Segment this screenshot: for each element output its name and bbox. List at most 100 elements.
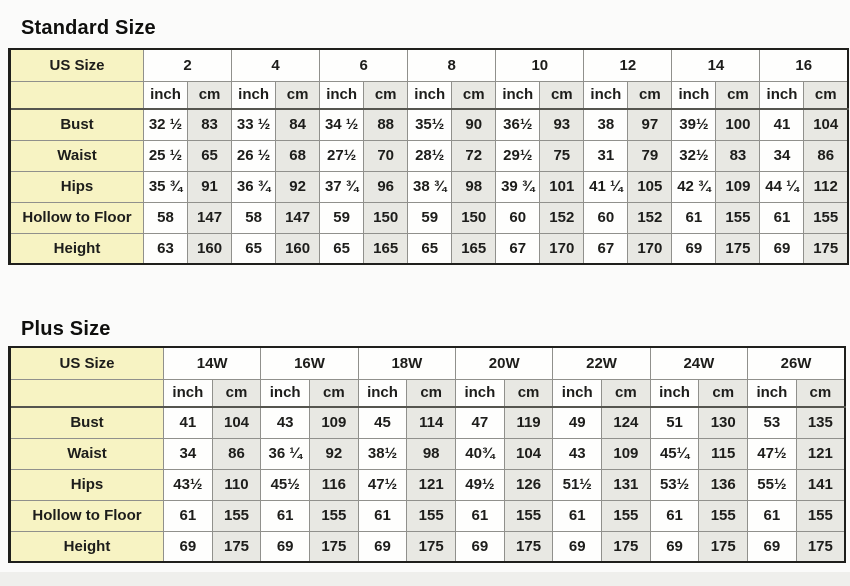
cm-value-cell: 175 — [309, 530, 359, 563]
corner-empty-cell — [9, 378, 164, 408]
size-column-header: 2 — [142, 48, 233, 82]
measurement-row: Height 63 160 65 160 65 165 65 165 67 170 67 170 69 17… — [9, 232, 849, 265]
cm-header: cm — [363, 80, 409, 110]
row-label: Waist — [9, 437, 164, 470]
inch-value-cell: 69 — [759, 232, 805, 265]
cm-header: cm — [715, 80, 761, 110]
cm-value-cell: 116 — [309, 468, 359, 501]
cm-value-cell: 109 — [601, 437, 651, 470]
cm-value-cell: 110 — [211, 468, 262, 501]
cm-value-cell: 170 — [539, 232, 585, 265]
inch-value-cell: 69 — [163, 530, 213, 563]
cm-value-cell: 121 — [795, 437, 846, 470]
inch-value-cell: 36 ¾ — [231, 170, 277, 203]
size-column-header: 16W — [260, 346, 359, 380]
row-label: Hollow to Floor — [9, 201, 144, 234]
cm-value-cell: 165 — [363, 232, 409, 265]
cm-value-cell: 155 — [698, 499, 749, 532]
row-label: Height — [9, 232, 144, 265]
cm-header: cm — [795, 378, 846, 408]
inch-header: inch — [649, 378, 700, 408]
inch-value-cell: 32½ — [671, 139, 717, 172]
inch-value-cell: 43 — [552, 437, 603, 470]
cm-value-cell: 155 — [309, 499, 359, 532]
inch-value-cell: 61 — [649, 499, 700, 532]
inch-header: inch — [319, 80, 365, 110]
inch-value-cell: 67 — [495, 232, 541, 265]
cm-value-cell: 91 — [187, 170, 233, 203]
inch-value-cell: 38 ¾ — [407, 170, 453, 203]
cm-value-cell: 150 — [363, 201, 409, 234]
measurement-row: Height 69 175 69 175 69 175 69 175 69 175 69 175 69 17… — [9, 530, 846, 563]
cm-value-cell: 131 — [601, 468, 651, 501]
cm-value-cell: 83 — [187, 108, 233, 141]
cm-header: cm — [187, 80, 233, 110]
cm-value-cell: 101 — [539, 170, 585, 203]
inch-value-cell: 59 — [407, 201, 453, 234]
cm-value-cell: 175 — [715, 232, 761, 265]
cm-value-cell: 155 — [601, 499, 651, 532]
row-label: Waist — [9, 139, 144, 172]
row-label: Bust — [9, 108, 144, 141]
inch-value-cell: 40¾ — [455, 437, 505, 470]
cm-value-cell: 90 — [451, 108, 497, 141]
inch-header: inch — [495, 80, 541, 110]
inch-value-cell: 59 — [319, 201, 365, 234]
cm-value-cell: 175 — [698, 530, 749, 563]
size-column-header: 24W — [649, 346, 749, 380]
unit-header-row: inch cm inch cm inch cm inch cm inch cm inch cm inch… — [9, 378, 846, 408]
size-column-header: 12 — [583, 48, 673, 82]
cm-value-cell: 160 — [275, 232, 321, 265]
measurement-row: Waist 34 86 36 ¼ 92 38½ 98 40¾ 104 43 109 45¼ 115 47½… — [9, 437, 846, 470]
cm-value-cell: 65 — [187, 139, 233, 172]
inch-value-cell: 45½ — [260, 468, 311, 501]
cm-value-cell: 175 — [503, 530, 554, 563]
inch-value-cell: 60 — [583, 201, 629, 234]
inch-value-cell: 69 — [357, 530, 408, 563]
plus-size-title: Plus Size — [21, 318, 111, 340]
inch-value-cell: 37 ¾ — [319, 170, 365, 203]
cm-value-cell: 112 — [803, 170, 849, 203]
inch-value-cell: 55½ — [747, 468, 797, 501]
inch-value-cell: 43 — [260, 406, 311, 439]
cm-value-cell: 84 — [275, 108, 321, 141]
inch-value-cell: 29½ — [495, 139, 541, 172]
cm-header: cm — [539, 80, 585, 110]
inch-value-cell: 26 ½ — [231, 139, 277, 172]
inch-value-cell: 69 — [747, 530, 797, 563]
plus-size-table: US Size 14W 16W 18W 20W 22W 24W 26W inch cm inch cm… — [8, 346, 846, 563]
inch-value-cell: 69 — [649, 530, 700, 563]
size-header-row: US Size 14W 16W 18W 20W 22W 24W 26W — [9, 346, 846, 380]
size-column-header: 18W — [357, 346, 457, 380]
row-label: Hips — [9, 170, 144, 203]
inch-value-cell: 41 — [163, 406, 213, 439]
cm-header: cm — [803, 80, 849, 110]
row-label: Hips — [9, 468, 164, 501]
cm-value-cell: 175 — [211, 530, 262, 563]
size-column-header: 10 — [495, 48, 585, 82]
size-column-header: 6 — [319, 48, 409, 82]
cm-value-cell: 100 — [715, 108, 761, 141]
inch-value-cell: 65 — [407, 232, 453, 265]
inch-value-cell: 61 — [455, 499, 505, 532]
cm-value-cell: 135 — [795, 406, 846, 439]
cm-value-cell: 96 — [363, 170, 409, 203]
cm-value-cell: 104 — [211, 406, 262, 439]
cm-value-cell: 170 — [627, 232, 673, 265]
inch-value-cell: 65 — [231, 232, 277, 265]
inch-value-cell: 61 — [671, 201, 717, 234]
inch-header: inch — [747, 378, 797, 408]
cm-value-cell: 155 — [211, 499, 262, 532]
cm-value-cell: 152 — [539, 201, 585, 234]
inch-value-cell: 61 — [552, 499, 603, 532]
inch-value-cell: 41 ¼ — [583, 170, 629, 203]
cm-header: cm — [698, 378, 749, 408]
inch-value-cell: 53½ — [649, 468, 700, 501]
inch-value-cell: 45¼ — [649, 437, 700, 470]
inch-header: inch — [142, 80, 189, 110]
inch-value-cell: 69 — [552, 530, 603, 563]
inch-value-cell: 35 ¾ — [142, 170, 189, 203]
inch-value-cell: 65 — [319, 232, 365, 265]
size-column-header: 14W — [162, 346, 262, 380]
